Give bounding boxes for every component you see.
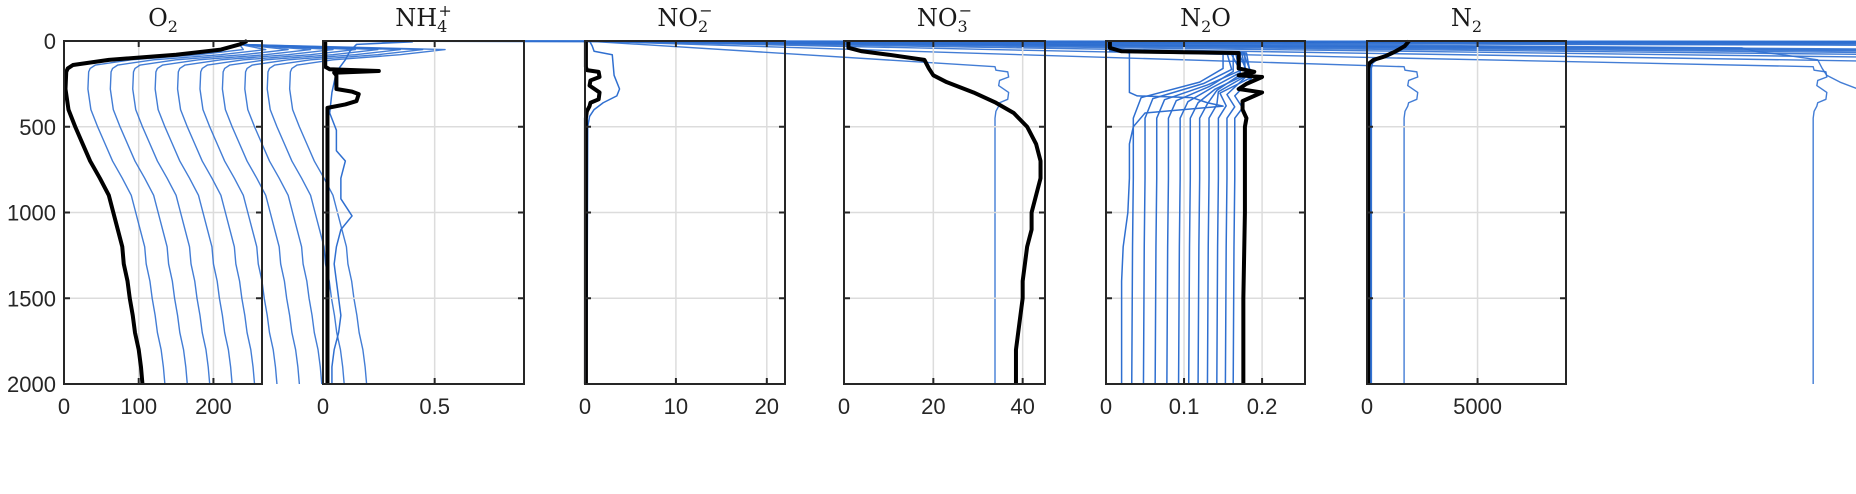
final-profile-line (323, 41, 381, 384)
x-tick-label: 20 (921, 394, 945, 419)
thin-profile-line (109, 40, 267, 385)
thin-profile-line (199, 40, 357, 385)
outlier-profile-line (327, 40, 414, 384)
thin-profile-line (848, 40, 1856, 90)
y-tick-label: 2000 (7, 372, 56, 397)
x-tick-label: 5000 (1453, 394, 1502, 419)
y-tick-label: 0 (44, 29, 56, 54)
panel-title: NO2− (657, 1, 712, 36)
y-tick-label: 500 (19, 115, 56, 140)
thin-profile-line (325, 40, 1856, 43)
panel-title: O2 (148, 4, 178, 36)
thin-profile-line (325, 40, 1856, 43)
series-group (1366, 39, 1411, 384)
thin-profile-line (221, 40, 379, 385)
thin-profile-line (325, 40, 1856, 44)
thin-profile-line (325, 40, 1856, 43)
series-group (1107, 41, 1265, 385)
series-group (63, 39, 446, 385)
series-group (846, 40, 1856, 384)
x-tick-label: 0 (838, 394, 850, 419)
final-profile-line (583, 41, 602, 384)
thin-profile-line (585, 40, 1010, 384)
panel-2: 0 0.5 NH4+ (317, 1, 1856, 419)
series-group (583, 40, 1856, 385)
x-tick-label: 0 (58, 394, 70, 419)
x-tick-label: 0 (1361, 394, 1373, 419)
y-tick-label: 1500 (7, 286, 56, 311)
thin-profile-line (325, 40, 1856, 43)
thin-profile-line (325, 40, 1856, 43)
x-tick-label: 200 (195, 394, 232, 419)
y-tick-label: 1000 (7, 201, 56, 226)
thin-profile-line (132, 40, 289, 385)
series-group (323, 40, 1856, 384)
thin-profile-line (154, 40, 312, 385)
x-tick-label: 0.5 (419, 394, 450, 419)
thin-profile-line (238, 40, 424, 385)
panel-title: NH4+ (395, 1, 452, 36)
thin-profile-line (238, 40, 401, 385)
x-tick-label: 20 (755, 394, 779, 419)
final-profile-line (846, 41, 1043, 384)
panel-title: NO3− (917, 1, 972, 36)
thin-profile-line (176, 40, 334, 385)
thin-profile-line (585, 40, 1419, 384)
thin-profile-line (325, 40, 1856, 44)
final-profile-line (1107, 41, 1265, 384)
x-tick-label: 0.2 (1247, 394, 1278, 419)
thin-profile-line (87, 40, 248, 385)
panel-5: 0 0.1 0.2 N2O (1100, 4, 1306, 419)
thin-profile-line (325, 40, 1856, 46)
x-tick-label: 0.1 (1169, 394, 1200, 419)
x-tick-label: 0 (579, 394, 591, 419)
x-tick-label: 40 (1010, 394, 1034, 419)
final-profile-line (63, 39, 248, 385)
panel-4: 0 20 40 NO3− (838, 1, 1856, 419)
panel-title: N2O (1180, 4, 1231, 36)
outlier-profile-line (586, 40, 621, 385)
x-tick-label: 10 (664, 394, 688, 419)
final-profile-line (1366, 39, 1411, 384)
panel-title: N2 (1451, 4, 1482, 36)
thin-profile-line (325, 40, 1856, 43)
panel-3: 0 10 20 NO2− (579, 1, 1856, 419)
x-tick-label: 0 (1100, 394, 1112, 419)
x-tick-label: 100 (120, 394, 157, 419)
thin-profile-line (585, 40, 1828, 384)
panel-6: 0 5000 N2 (1361, 4, 1567, 419)
x-tick-label: 0 (317, 394, 329, 419)
thin-profile-line (325, 40, 1856, 43)
